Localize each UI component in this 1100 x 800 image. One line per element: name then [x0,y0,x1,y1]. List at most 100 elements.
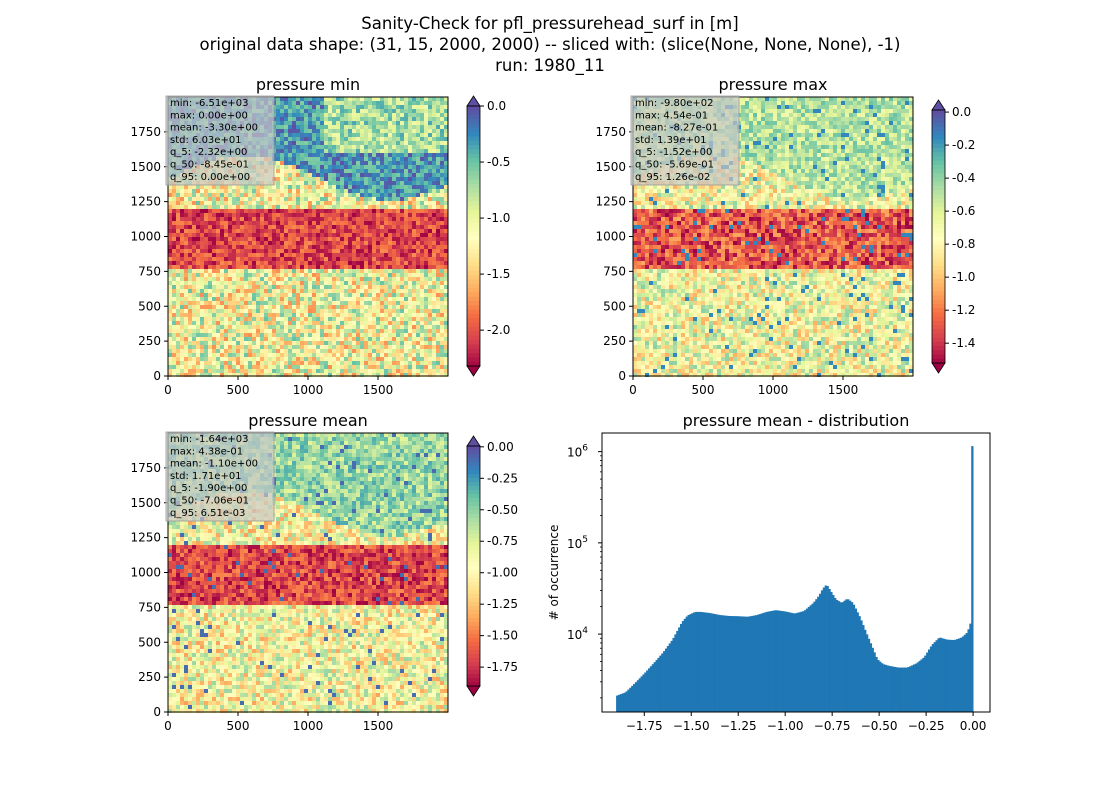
colorbar-extend-min [466,365,481,377]
colorbar-segment [467,184,480,189]
colorbar-segment [467,292,480,298]
histogram-bar [886,665,889,712]
histogram-bar [888,665,891,712]
histogram-bar [638,678,641,712]
y-tick-label: 1750 [595,125,626,139]
histogram-bar [749,616,752,712]
colorbar-segment [467,114,480,120]
colorbar-segment [932,114,945,120]
histogram-bar [631,685,634,712]
axes-frame [601,432,991,713]
x-tick-label: 500 [227,383,250,397]
colorbar-segment [467,522,480,527]
stats-line: q_5: -2.32e+00 [170,147,247,158]
colorbar-segment [932,249,945,254]
colorbar-segment [932,244,945,250]
histogram-bar [666,646,670,712]
histogram-bar [623,692,626,712]
colorbar-segment [467,127,480,133]
colorbar-segment [467,158,480,163]
x-tick-label: −1.25 [720,719,757,733]
colorbar-segment [467,454,480,459]
x-tick-label: 1000 [293,719,324,733]
colorbar-segment [467,618,480,623]
stats-line: mean: -8.27e-01 [635,123,718,134]
histogram-bar [881,663,884,712]
colorbar-segment [467,598,480,603]
histogram-bar [715,614,718,712]
histogram-bar [879,661,882,712]
stats-box-bg [630,95,740,186]
colorbar-segment [467,153,480,159]
colorbar-segment [932,270,945,276]
y-tick-label: 0 [153,369,161,383]
histogram-bar [696,611,700,712]
colorbar-segment [932,354,945,360]
y-tick-label: 1000 [130,566,161,580]
colorbar: 0.00 -0.25 -0.50 -0.75 -1.00 -1.25 -1.50 -1.75 [466,435,518,697]
stats-line: min: -6.51e+03 [170,98,249,109]
histogram-bar [918,660,921,712]
histogram-bar [952,640,955,712]
colorbar-segment [467,518,480,523]
histogram-bar [721,615,724,712]
histogram-bar [912,664,916,712]
colorbar-segment [467,446,480,451]
colorbar-segment [932,236,945,242]
histogram-bar [963,634,966,712]
colorbar-segment [467,227,480,233]
histogram-bar [834,597,837,712]
histogram-bar [967,629,970,712]
histogram-bar [956,639,959,712]
histogram-bar [725,615,728,712]
colorbar-segment [467,136,480,142]
histogram-bar [644,672,647,712]
colorbar-segment [467,197,480,202]
histogram-bar [734,616,737,712]
colorbar-segment [467,474,480,479]
colorbar-segment [932,185,945,191]
colorbar-segment [467,244,480,250]
histogram-bar [800,611,803,712]
histogram-bar [939,637,942,712]
colorbar-tick-label: -1.0 [487,211,510,225]
colorbar-segment [467,253,480,259]
stats-line: q_5: -1.52e+00 [635,147,712,158]
histogram-bar [659,655,662,712]
colorbar-segment [467,614,480,619]
colorbar-segment [467,119,480,124]
colorbar-tick-label: -0.5 [487,155,510,169]
histogram-bar [817,596,820,712]
colorbar-segment [932,358,945,364]
colorbar-segment [467,166,480,172]
y-tick-label: 1250 [130,195,161,209]
histogram-bar [743,616,747,712]
colorbar-segment [467,132,480,137]
stats-line: q_95: 0.00e+00 [170,172,250,183]
colorbar-segment [932,228,945,233]
histogram-panel: pressure mean - distribution −1.75 −1.50 −1… [547,411,991,733]
y-tick-label: 500 [138,299,161,313]
colorbar-tick-label: -0.75 [487,534,518,548]
colorbar-segment [467,530,480,535]
colorbar-segment [932,299,945,305]
colorbar-segment [467,546,480,551]
histogram-bar [700,612,703,712]
histogram-bar [860,620,863,712]
y-tick-label: 1250 [595,195,626,209]
histogram-bar [865,634,869,712]
colorbar-segment [932,312,945,318]
histogram-bar [642,674,645,712]
histogram-bar [755,615,758,712]
histogram-bar [751,615,754,712]
colorbar-frame [466,105,481,367]
suptitle-line-2: original data shape: (31, 15, 2000, 2000… [199,35,901,54]
histogram-bar [809,605,812,712]
x-tick-label: 500 [692,383,715,397]
colorbar-segment [932,274,945,280]
histogram-bar [933,642,936,712]
colorbar-segment [467,327,480,332]
histogram-bar [871,647,874,712]
colorbar-segment [467,179,480,185]
